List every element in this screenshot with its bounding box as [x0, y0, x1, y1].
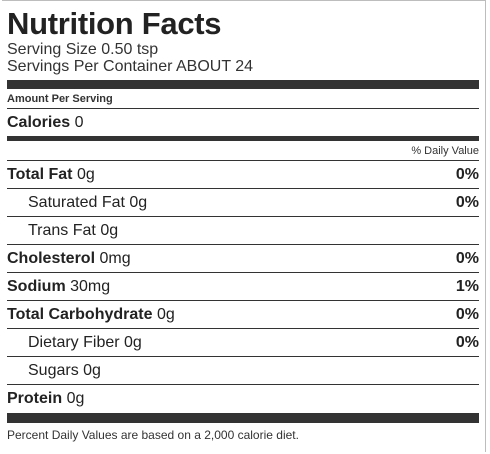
- nutrient-amount: 0g: [124, 333, 142, 351]
- nutrient-label: Total Carbohydrate: [7, 305, 153, 323]
- nutrient-label: Trans Fat: [28, 221, 96, 239]
- servings-per-container: Servings Per Container ABOUT 24: [7, 58, 254, 75]
- nutrient-amount: 0g: [66, 390, 85, 407]
- nutrient-label: Dietary Fiber: [28, 333, 120, 351]
- daily-value-header: % Daily Value: [7, 141, 479, 161]
- nutrient-row-sugars: Sugars 0g: [7, 357, 479, 385]
- nutrition-facts-title: Nutrition Facts: [7, 6, 222, 41]
- nutrient-pct: 0%: [455, 193, 479, 211]
- nutrient-amount: 0g: [76, 165, 95, 183]
- nutrient-amount: 0g: [129, 193, 148, 211]
- nutrient-pct: 1%: [455, 277, 479, 295]
- nutrient-row-dietary-fiber: Dietary Fiber 0g 0%: [7, 329, 479, 357]
- nutrient-amount: 0g: [156, 305, 175, 323]
- nutrient-row-sodium: Sodium 30mg 1%: [7, 273, 479, 301]
- nutrient-row-saturated-fat: Saturated Fat 0g 0%: [7, 189, 479, 217]
- nutrient-label: Saturated Fat: [28, 193, 125, 211]
- nutrient-row-trans-fat: Trans Fat 0g: [7, 217, 479, 245]
- medium-divider: [7, 136, 479, 141]
- nutrient-row-total-fat: Total Fat 0g 0%: [7, 161, 479, 189]
- nutrient-amount: 0g: [83, 361, 101, 379]
- amount-per-serving: Amount Per Serving: [7, 89, 479, 109]
- calories-value: 0: [74, 114, 84, 131]
- footnote: Percent Daily Values are based on a 2,00…: [7, 428, 299, 442]
- nutrient-amount: 0g: [100, 221, 119, 239]
- nutrient-label: Sodium: [7, 277, 66, 295]
- nutrient-row-total-carbohydrate: Total Carbohydrate 0g 0%: [7, 301, 479, 329]
- nutrient-pct: 0%: [455, 165, 479, 183]
- calories-label: Calories: [7, 114, 71, 131]
- nutrient-label: Protein: [7, 390, 63, 407]
- nutrient-label: Sugars: [28, 361, 79, 379]
- nutrient-label: Cholesterol: [7, 249, 96, 267]
- bottom-thick-divider: [7, 413, 479, 423]
- serving-size: Serving Size 0.50 tsp: [7, 41, 159, 58]
- thick-divider: [7, 80, 479, 89]
- nutrient-pct: 0%: [455, 333, 479, 351]
- nutrient-amount: 0mg: [99, 249, 131, 267]
- calories-row: Calories 0: [7, 109, 479, 136]
- nutrient-amount: 30mg: [70, 277, 111, 295]
- nutrient-label: Total Fat: [7, 165, 73, 183]
- nutrient-row-protein: Protein 0g: [7, 385, 479, 413]
- nutrient-row-cholesterol: Cholesterol 0mg 0%: [7, 245, 479, 273]
- nutrient-pct: 0%: [455, 249, 479, 267]
- nutrient-pct: 0%: [455, 305, 479, 323]
